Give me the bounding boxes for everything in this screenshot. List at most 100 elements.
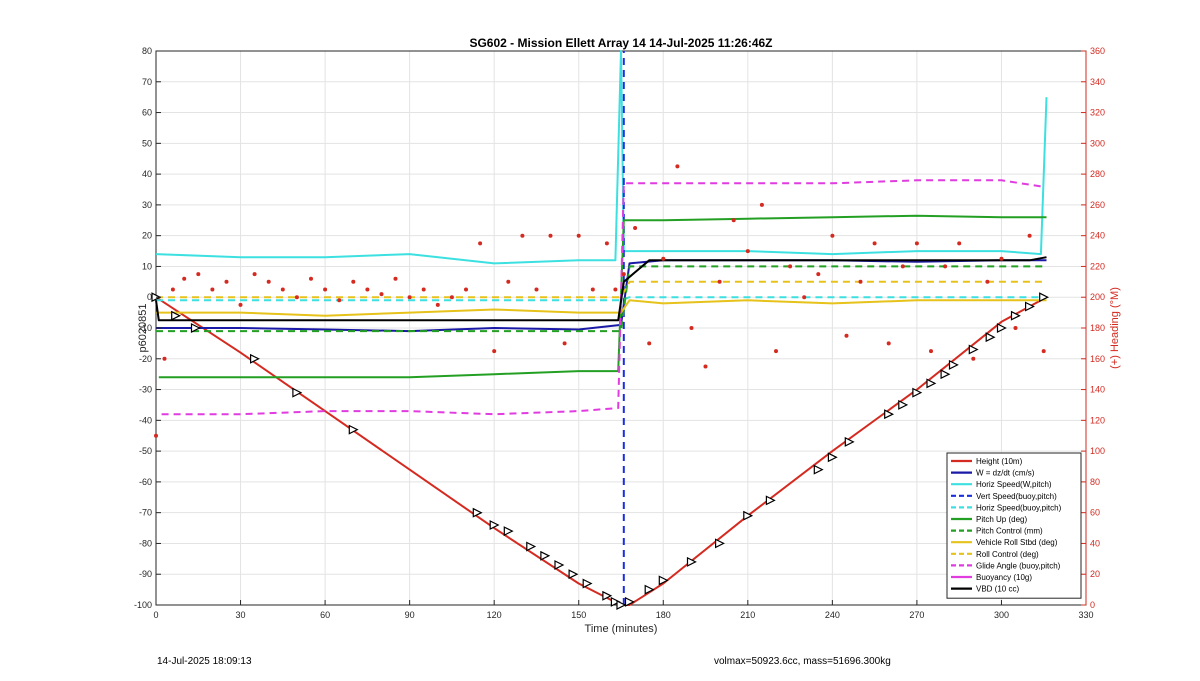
y2-tick-label: 40 (1090, 538, 1100, 548)
heading-point (337, 298, 342, 303)
heading-point (759, 202, 764, 207)
heading-point (170, 287, 175, 292)
depth-marker (844, 436, 855, 447)
heading-point (802, 295, 807, 300)
y2-axis-label: (+) Heading (°M) (1109, 287, 1121, 369)
series-line-2 (155, 50, 1048, 265)
heading-point (717, 279, 722, 284)
depth-marker (968, 344, 979, 355)
depth-marker (813, 464, 824, 475)
depth-marker (568, 569, 579, 580)
heading-point (506, 279, 511, 284)
y2-tick-label: 80 (1090, 477, 1100, 487)
depth-marker (996, 323, 1007, 333)
heading-point (604, 241, 609, 246)
depth-marker (472, 507, 483, 518)
legend-label-7: Vehicle Roll Stbd (deg) (976, 538, 1058, 547)
heading-point (731, 218, 736, 223)
depth-marker (686, 556, 697, 567)
x-tick-label: 120 (487, 610, 502, 620)
depth-marker (898, 399, 909, 410)
x-tick-label: 30 (236, 610, 246, 620)
series-line-1 (156, 259, 1047, 333)
heading-point (675, 164, 680, 169)
heading-point (957, 241, 962, 246)
heading-point (703, 364, 708, 369)
heading-point (788, 264, 793, 269)
heading-point (435, 302, 440, 307)
depth-marker (540, 550, 551, 561)
heading-point (309, 276, 313, 281)
heading-point (196, 272, 201, 277)
y-tick-label: -50 (139, 446, 152, 456)
heading-point (1027, 233, 1032, 238)
y-axis-ticks: -100-90-80-70-60-50-40-30-20-10010203040… (134, 46, 161, 610)
heading-point (858, 279, 863, 284)
heading-point (633, 226, 638, 230)
y2-tick-label: 260 (1090, 200, 1105, 210)
heading-point (266, 279, 271, 284)
y-tick-label: -20 (139, 354, 152, 364)
y2-tick-label: 120 (1090, 415, 1105, 425)
depth-marker (658, 575, 669, 586)
depth-marker (714, 538, 725, 549)
y2-tick-label: 100 (1090, 446, 1105, 456)
heading-point (294, 295, 299, 300)
heading-point (464, 287, 468, 292)
legend-label-11: VBD (10 cc) (976, 585, 1019, 594)
legend-label-0: Height (10m) (976, 457, 1023, 466)
x-tick-label: 330 (1078, 610, 1093, 620)
heading-point (449, 295, 454, 300)
legend-label-6: Pitch Control (mm) (976, 527, 1043, 536)
heading-point (323, 287, 328, 292)
depth-marker (171, 310, 182, 321)
heading-point (224, 279, 229, 284)
series-line-7 (156, 299, 1047, 317)
heading-point (534, 287, 539, 292)
heading-point (590, 287, 595, 292)
heading-point (745, 249, 750, 254)
depth-marker (616, 600, 627, 610)
y-tick-label: -10 (139, 323, 152, 333)
heading-point (886, 341, 891, 346)
y-tick-label: -90 (139, 569, 152, 579)
y-tick-label: -60 (139, 477, 152, 487)
heading-point (816, 272, 821, 277)
y2-tick-label: 200 (1090, 292, 1105, 302)
heading-point (830, 233, 835, 238)
depth-marker (610, 596, 621, 607)
depth-marker (926, 378, 937, 389)
legend-label-5: Pitch Up (deg) (976, 515, 1027, 524)
y2-axis-ticks: 0 20 40 60 80 100 120 140 160 180 200 220 240 260 280 3… (1081, 46, 1105, 610)
heading-point (520, 233, 525, 238)
heading-point (1041, 349, 1046, 354)
depth-marker (985, 332, 996, 343)
heading-point (689, 326, 694, 330)
y-tick-label: -40 (139, 415, 152, 425)
x-tick-label: 300 (994, 610, 1009, 620)
depth-marker (292, 387, 303, 398)
depth-marker (602, 590, 613, 601)
y2-tick-label: 0 (1090, 600, 1095, 610)
heading-point (393, 276, 398, 281)
legend-label-3: Vert Speed(buoy,pitch) (976, 492, 1057, 501)
footer-date: 14-Jul-2025 18:09:13 (157, 656, 252, 667)
heading-point (379, 292, 384, 297)
legend-label-4: Horiz Speed(buoy,pitch) (976, 503, 1062, 512)
legend-label-8: Roll Control (deg) (976, 550, 1039, 559)
depth-marker (1024, 301, 1035, 312)
depth-marker (1039, 292, 1050, 303)
heading-point (613, 287, 618, 292)
y-tick-label: 80 (142, 46, 152, 56)
heading-point (478, 241, 483, 246)
heading-point (492, 349, 497, 354)
heading-point (210, 287, 215, 292)
legend-label-2: Horiz Speed(W,pitch) (976, 480, 1052, 489)
heading-point (872, 241, 877, 246)
x-tick-label: 0 (153, 610, 158, 620)
depth-marker (348, 424, 359, 435)
y-tick-label: 70 (142, 77, 152, 87)
heading-point (351, 279, 356, 284)
y2-tick-label: 180 (1090, 323, 1105, 333)
